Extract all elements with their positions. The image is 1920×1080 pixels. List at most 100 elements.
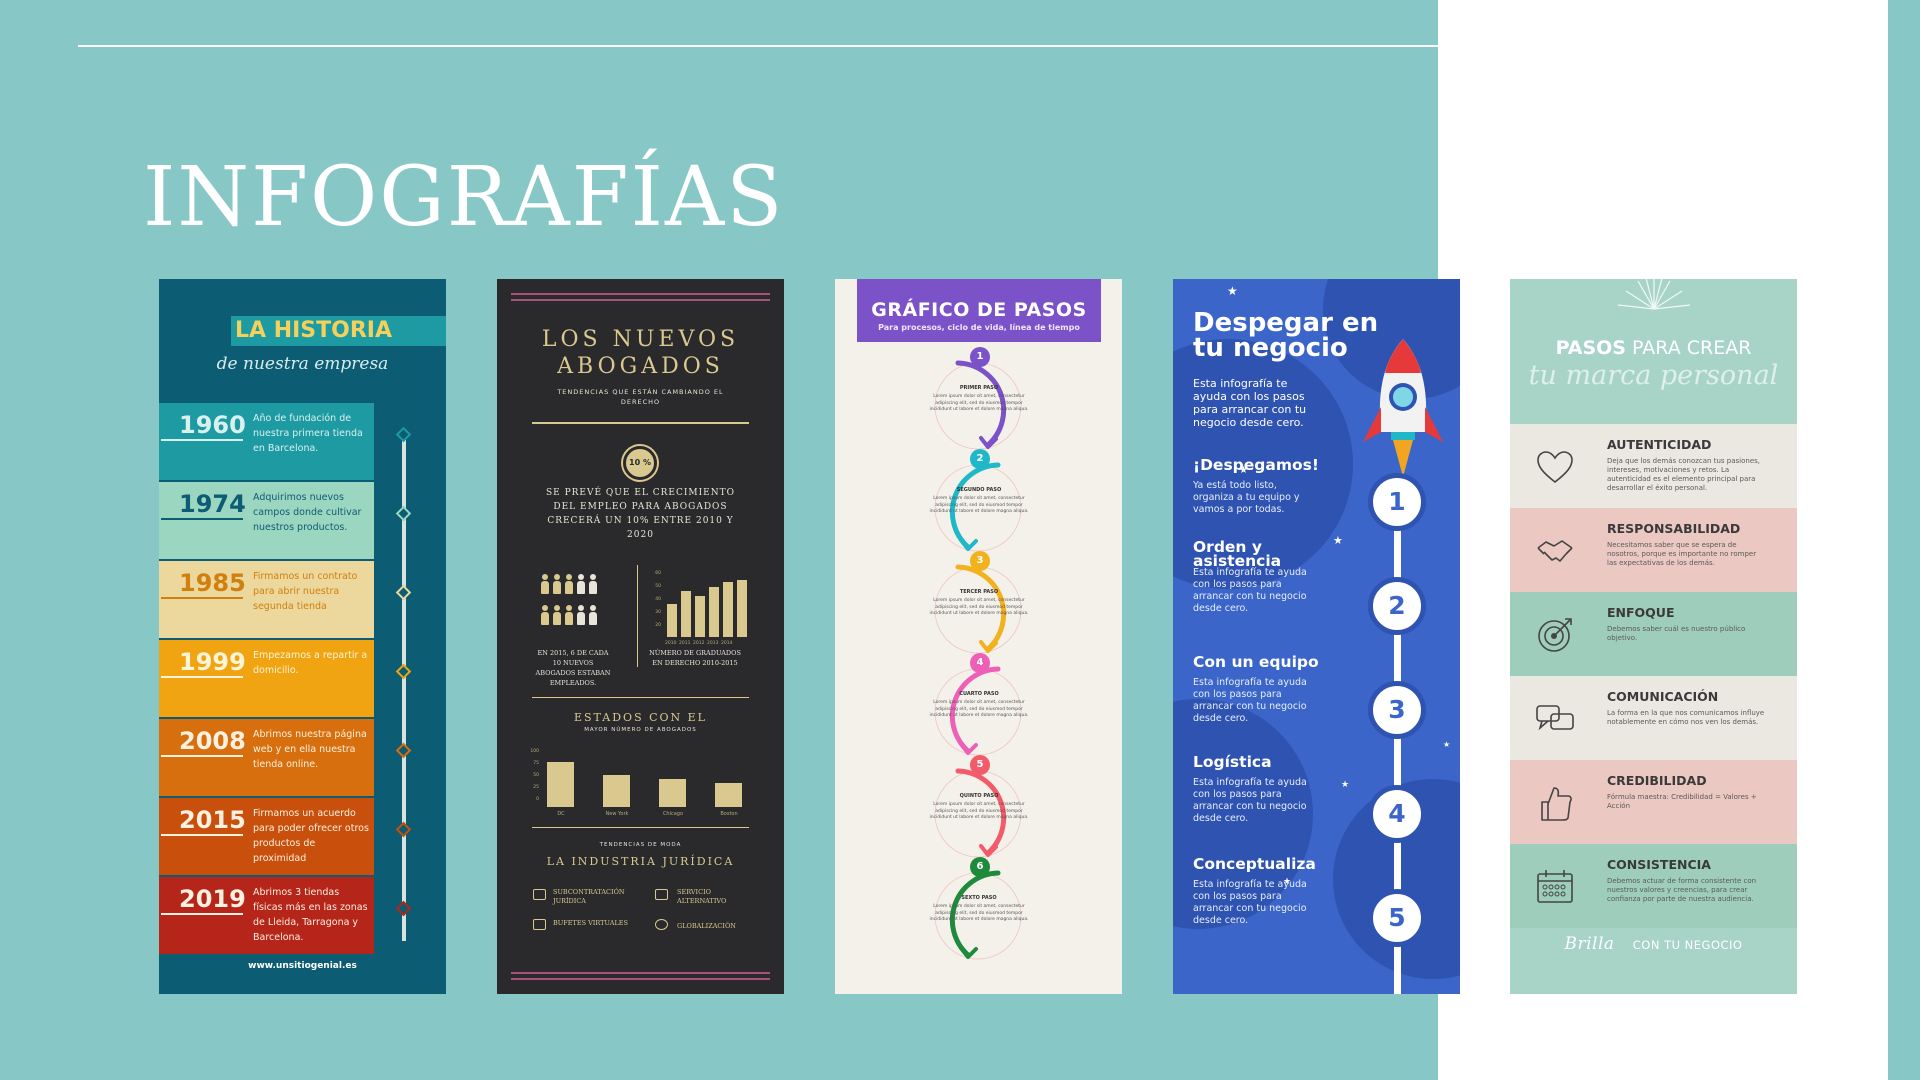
marca-title-rest: PARA CREAR (1632, 337, 1752, 359)
timeline-band: 2015 Firmamos un acuerdo para poder ofrec… (159, 798, 374, 875)
timeline-node (395, 584, 412, 601)
step-number-circle: 4 (1368, 785, 1426, 843)
timeline-band: 2019 Abrimos 3 tiendas físicas más en las… (159, 877, 374, 954)
step-title: Conceptualiza (1193, 855, 1316, 873)
timeline-node (395, 821, 412, 838)
pasos-subtitle: Para procesos, ciclo de vida, línea de t… (878, 323, 1080, 332)
divider (637, 565, 638, 667)
year-underline (161, 913, 243, 915)
graduates-ytick: 40 (655, 597, 661, 602)
step-text: Esta infografía te ayuda con los pasos p… (1193, 879, 1307, 926)
year-underline (161, 439, 243, 441)
state-ytick: 50 (533, 773, 539, 778)
person-icon (552, 574, 562, 594)
step-number-circle: 1 (1368, 473, 1426, 531)
timeline-year: 2015 (179, 806, 246, 834)
timeline-node (395, 426, 412, 443)
timeline-text: Firmamos un contrato para abrir nuestra … (253, 571, 358, 612)
step-text: Esta infografía te ayuda con los pasos p… (1193, 777, 1307, 824)
state-bar (715, 783, 742, 807)
infographic-historia[interactable]: LA HISTORIA de nuestra empresa 1960 Año d… (159, 279, 446, 994)
infographic-abogados[interactable]: LOS NUEVOS ABOGADOS TENDENCIAS QUE ESTÁN… (497, 279, 784, 994)
despegar-title: Despegar en tu negocio (1193, 308, 1379, 363)
trend-item: BUFETES VIRTUALES (553, 919, 628, 927)
value-title: CONSISTENCIA (1607, 857, 1711, 872)
star-icon: ★ (1227, 284, 1238, 298)
person-icon (564, 574, 574, 594)
value-text: Necesitamos saber que se espera de nosot… (1607, 541, 1757, 567)
step-title: Con un equipo (1193, 653, 1319, 671)
briefcase-icon (655, 889, 668, 900)
step-title: Orden y asistencia (1193, 538, 1282, 570)
infographic-despegar[interactable]: ★ ★ ★ ★ ★ ★ Despegar en tu negocio Esta … (1173, 279, 1460, 994)
step-text: Esta infografía te ayuda con los pasos p… (1193, 677, 1307, 724)
value-text: La forma en la que nos comunicamos influ… (1607, 709, 1765, 726)
graduates-bar (709, 587, 719, 637)
step-label: SEXTO PASO (961, 895, 997, 901)
step-label: CUARTO PASO (959, 691, 999, 697)
despegar-intro: Esta infografía te ayuda con los pasos p… (1193, 377, 1307, 429)
timeline-year: 1999 (179, 648, 246, 676)
step-body: Lorem ipsum dolor sit amet, consectetur … (929, 598, 1029, 616)
graduates-bar (737, 580, 747, 637)
state-ytick: 0 (536, 797, 539, 802)
state-label: DC (557, 811, 565, 817)
slide-right-strip (1888, 0, 1920, 1080)
timeline-band: 2008 Abrimos nuestra página web y en ella… (159, 719, 374, 796)
step-title: Logística (1193, 753, 1272, 771)
trends-subtitle: TENDENCIAS DE MODA (599, 842, 682, 848)
star-icon: ★ (1239, 465, 1248, 476)
graduates-bar (723, 582, 733, 637)
year-underline (161, 755, 243, 757)
timeline-node (395, 663, 412, 680)
timeline-node (395, 742, 412, 759)
trend-item: SERVICIO ALTERNATIVO (677, 888, 727, 905)
step-number: 3 (970, 551, 990, 571)
state-bar (603, 775, 630, 807)
heart-icon (1537, 451, 1573, 484)
arrowhead (959, 946, 978, 959)
bottom-rule (511, 972, 770, 974)
state-ytick: 75 (533, 761, 539, 766)
marca-title-bold: PASOS (1555, 337, 1626, 359)
timeline-band: 1974 Adquirimos nuevos campos donde culti… (159, 482, 374, 559)
step-arrow (955, 360, 1007, 448)
step-arrow (955, 768, 1007, 856)
timeline-text: Abrimos 3 tiendas físicas más en las zon… (253, 887, 368, 943)
thumbs-up-icon (1541, 787, 1572, 821)
marca-title: PASOS PARA CREAR (1510, 337, 1797, 359)
value-row: CONSISTENCIA Debemos actuar de forma cons… (1510, 844, 1797, 928)
value-row: CREDIBILIDAD Fórmula maestra: Credibilida… (1510, 760, 1797, 844)
infographic-marca-personal[interactable]: PASOS PARA CREAR tu marca personal AUTEN… (1510, 279, 1797, 994)
divider (532, 827, 749, 828)
historia-subtitle: de nuestra empresa (216, 354, 389, 374)
divider (532, 422, 749, 424)
historia-title: LA HISTORIA (231, 316, 446, 346)
step-number: 6 (970, 857, 990, 877)
graduates-bar (667, 604, 677, 637)
infographic-pasos[interactable]: GRÁFICO DE PASOS Para procesos, ciclo de… (835, 279, 1122, 994)
handshake-icon (1537, 540, 1573, 562)
states-title: ESTADOS CON EL (573, 711, 707, 724)
step-number-circle: 3 (1368, 681, 1426, 739)
step-arrow (955, 564, 1007, 652)
graduates-bar (681, 591, 691, 637)
step-body: Lorem ipsum dolor sit amet, consectetur … (929, 394, 1029, 412)
timeline-year: 1985 (179, 569, 246, 597)
marca-script: tu marca personal (1528, 360, 1779, 391)
state-label: New York (605, 811, 629, 817)
step-number-circle: 5 (1368, 889, 1426, 947)
network-icon (533, 889, 546, 900)
arrowhead (979, 640, 998, 653)
timeline-band: 1985 Firmamos un contrato para abrir nues… (159, 561, 374, 638)
divider (532, 697, 749, 698)
bottom-rule (511, 978, 770, 980)
marca-footer: Brilla CON TU NEGOCIO (1510, 934, 1797, 954)
state-label: Boston (720, 811, 738, 817)
graduates-tick: 2013 (707, 641, 719, 646)
value-text: Deja que los demás conozcan tus pasiones… (1607, 457, 1760, 492)
graduates-tick: 2014 (721, 641, 733, 646)
timeline-year: 2019 (179, 885, 246, 913)
step-text: Esta infografía te ayuda con los pasos p… (1193, 567, 1307, 614)
step-number: 5 (970, 755, 990, 775)
